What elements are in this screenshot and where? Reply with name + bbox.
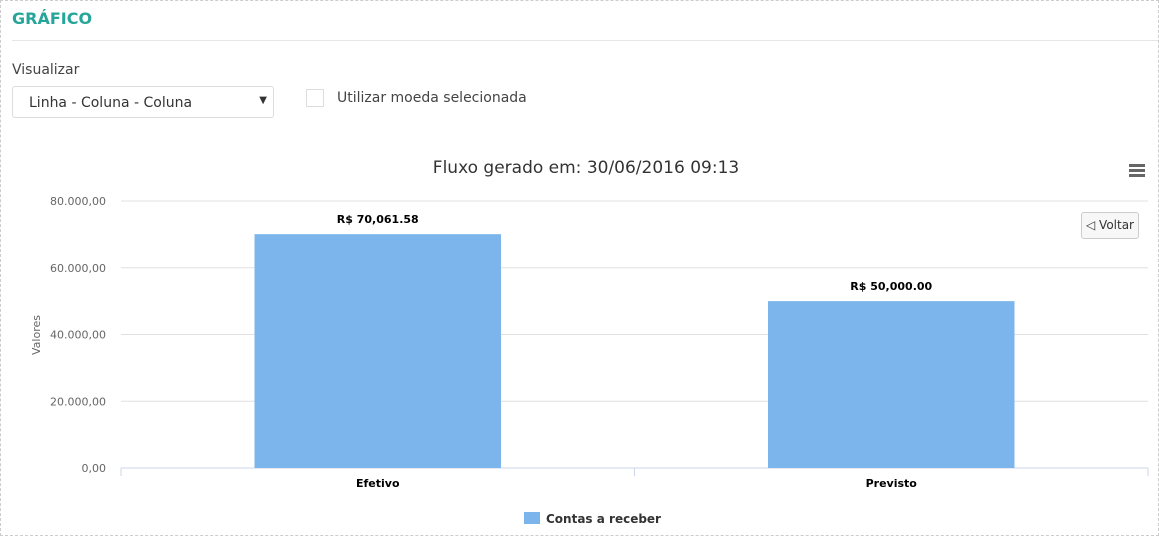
y-tick-label: 40.000,00 bbox=[50, 329, 106, 342]
y-tick-label: 80.000,00 bbox=[50, 195, 106, 208]
y-axis-label: Valores bbox=[30, 315, 43, 355]
panel-title: GRÁFICO bbox=[12, 9, 93, 28]
currency-checkbox-label[interactable]: Utilizar moeda selecionada bbox=[337, 90, 527, 106]
bar-previsto bbox=[768, 301, 1015, 468]
bar-efetivo bbox=[254, 234, 501, 468]
y-tick-label: 0,00 bbox=[82, 462, 107, 475]
caret-down-icon: ▼ bbox=[259, 95, 267, 106]
data-label: R$ 70,061.58 bbox=[337, 213, 419, 226]
x-tick-label: Previsto bbox=[866, 477, 918, 490]
y-tick-label: 60.000,00 bbox=[50, 262, 106, 275]
visualize-select[interactable]: Linha - Coluna - Coluna ▼ bbox=[12, 86, 274, 118]
x-tick-label: Efetivo bbox=[356, 477, 400, 490]
hamburger-icon[interactable] bbox=[1129, 164, 1145, 179]
currency-checkbox[interactable] bbox=[306, 89, 324, 107]
chart-title: Fluxo gerado em: 30/06/2016 09:13 bbox=[433, 158, 739, 178]
visualize-value: Linha - Coluna - Coluna bbox=[29, 95, 193, 111]
y-tick-label: 20.000,00 bbox=[50, 395, 106, 408]
data-label: R$ 50,000.00 bbox=[850, 280, 932, 293]
back-button[interactable]: ◁ Voltar bbox=[1081, 212, 1139, 239]
legend-item: Contas a receber bbox=[546, 512, 661, 526]
legend-swatch bbox=[524, 512, 540, 524]
divider bbox=[12, 40, 1158, 41]
visualize-label: Visualizar bbox=[12, 62, 80, 78]
